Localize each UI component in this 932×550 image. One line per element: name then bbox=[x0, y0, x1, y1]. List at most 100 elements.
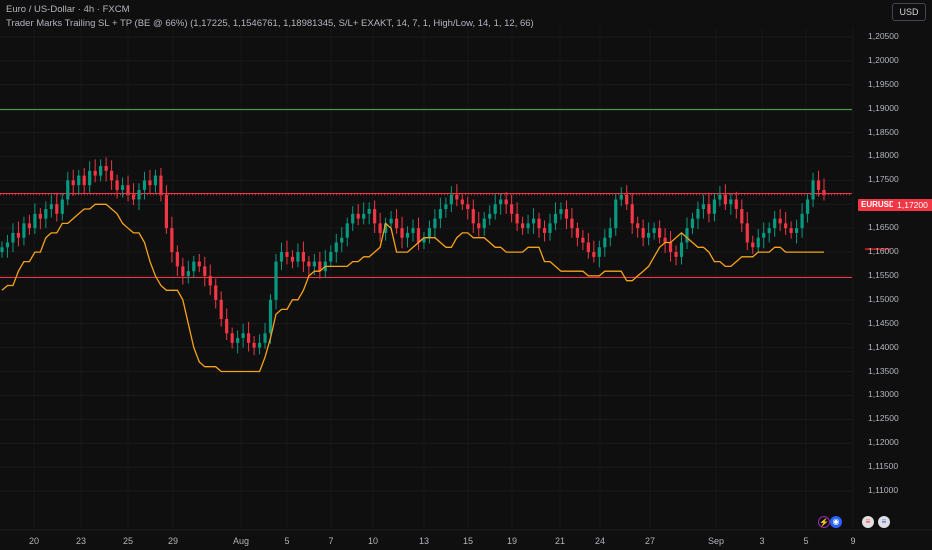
candle-body bbox=[461, 199, 464, 204]
candle-body bbox=[198, 262, 201, 267]
candle-body bbox=[247, 333, 250, 343]
candle-body bbox=[696, 209, 699, 219]
time-tick-label: 7 bbox=[328, 536, 333, 546]
time-tick-label: 15 bbox=[463, 536, 473, 546]
price-tick-label: 1,16500 bbox=[868, 222, 899, 232]
candle-body bbox=[274, 262, 277, 300]
candle-body bbox=[554, 214, 557, 224]
candle-body bbox=[351, 214, 354, 224]
price-tick-label: 1,15500 bbox=[868, 270, 899, 280]
candle-body bbox=[389, 219, 392, 224]
candle-body bbox=[625, 195, 628, 205]
price-tick-label: 1,16000 bbox=[868, 246, 899, 256]
candle-body bbox=[653, 228, 656, 233]
candle-body bbox=[718, 195, 721, 200]
candle-body bbox=[565, 209, 568, 219]
candle-body bbox=[472, 209, 475, 223]
lightning-icon[interactable]: ⚡ bbox=[818, 516, 830, 528]
candle-body bbox=[220, 300, 223, 319]
candle-body bbox=[450, 195, 453, 205]
time-tick-label: 29 bbox=[168, 536, 178, 546]
flag-us-icon[interactable]: ≡ bbox=[878, 516, 890, 528]
candle-body bbox=[242, 333, 245, 338]
candle-body bbox=[439, 209, 442, 219]
time-tick-label: 20 bbox=[29, 536, 39, 546]
candle-body bbox=[225, 319, 228, 333]
time-tick-label: 27 bbox=[645, 536, 655, 546]
candle-body bbox=[187, 271, 190, 276]
candle-body bbox=[455, 195, 458, 200]
candle-body bbox=[121, 185, 124, 190]
time-tick-label: Aug bbox=[233, 536, 249, 546]
candle-body bbox=[609, 228, 612, 238]
candle-body bbox=[757, 238, 760, 248]
time-tick-label: 9 bbox=[850, 536, 855, 546]
candle-body bbox=[236, 338, 239, 343]
symbol-title[interactable]: Euro / US-Dollar · 4h · FXCM bbox=[6, 4, 130, 15]
candle-body bbox=[329, 252, 332, 262]
candle-body bbox=[11, 233, 14, 243]
candle-body bbox=[751, 242, 754, 247]
candle-body bbox=[0, 247, 3, 252]
candle-body bbox=[154, 176, 157, 186]
candle-body bbox=[72, 180, 75, 185]
candle-body bbox=[285, 252, 288, 257]
candle-body bbox=[132, 195, 135, 200]
candle-body bbox=[768, 228, 771, 233]
candle-body bbox=[252, 343, 255, 348]
candle-body bbox=[466, 204, 469, 209]
candle-body bbox=[192, 262, 195, 272]
candle-body bbox=[713, 199, 716, 213]
price-tick-label: 1,17500 bbox=[868, 174, 899, 184]
candle-body bbox=[280, 252, 283, 262]
candle-body bbox=[296, 252, 299, 262]
candle-body bbox=[362, 214, 365, 219]
time-tick-label: 3 bbox=[759, 536, 764, 546]
candle-body bbox=[614, 199, 617, 228]
time-tick-label: 13 bbox=[419, 536, 429, 546]
candle-body bbox=[400, 228, 403, 238]
candle-body bbox=[510, 204, 513, 214]
candle-body bbox=[411, 228, 414, 233]
time-tick-label: 25 bbox=[123, 536, 133, 546]
candle-body bbox=[258, 343, 261, 348]
candle-body bbox=[165, 195, 168, 228]
candle-body bbox=[170, 228, 173, 252]
candle-body bbox=[691, 219, 694, 229]
candle-body bbox=[746, 223, 749, 242]
price-tick-label: 1,14500 bbox=[868, 318, 899, 328]
candle-body bbox=[143, 180, 146, 190]
price-tick-label: 1,13500 bbox=[868, 366, 899, 376]
candle-body bbox=[526, 223, 529, 228]
flag-eu-icon[interactable]: ≡ bbox=[862, 516, 874, 528]
candle-body bbox=[773, 219, 776, 229]
candle-body bbox=[483, 219, 486, 229]
candle-body bbox=[94, 171, 97, 176]
candle-body bbox=[137, 190, 140, 200]
time-tick-label: 5 bbox=[803, 536, 808, 546]
flag-us-icon[interactable]: ◉ bbox=[830, 516, 842, 528]
candle-body bbox=[505, 199, 508, 204]
price-tick-label: 1,12500 bbox=[868, 413, 899, 423]
candle-body bbox=[663, 238, 666, 243]
time-tick-label: 5 bbox=[284, 536, 289, 546]
candle-body bbox=[707, 204, 710, 214]
indicator-label[interactable]: Trader Marks Trailing SL + TP (BE @ 66%)… bbox=[6, 18, 534, 29]
candle-body bbox=[395, 219, 398, 229]
candle-body bbox=[203, 266, 206, 276]
candle-body bbox=[66, 180, 69, 199]
price-tick-label: 1,11000 bbox=[868, 485, 898, 495]
time-tick-label: 24 bbox=[595, 536, 605, 546]
candle-body bbox=[548, 223, 551, 233]
candle-body bbox=[587, 242, 590, 252]
candle-body bbox=[126, 185, 129, 195]
price-tick-label: 1,18000 bbox=[868, 150, 899, 160]
candle-body bbox=[406, 233, 409, 238]
time-tick-label: 23 bbox=[76, 536, 86, 546]
currency-button[interactable]: USD bbox=[892, 3, 926, 21]
candle-body bbox=[307, 262, 310, 267]
candle-body bbox=[817, 180, 820, 190]
candle-body bbox=[313, 262, 316, 267]
candle-body bbox=[44, 209, 47, 219]
